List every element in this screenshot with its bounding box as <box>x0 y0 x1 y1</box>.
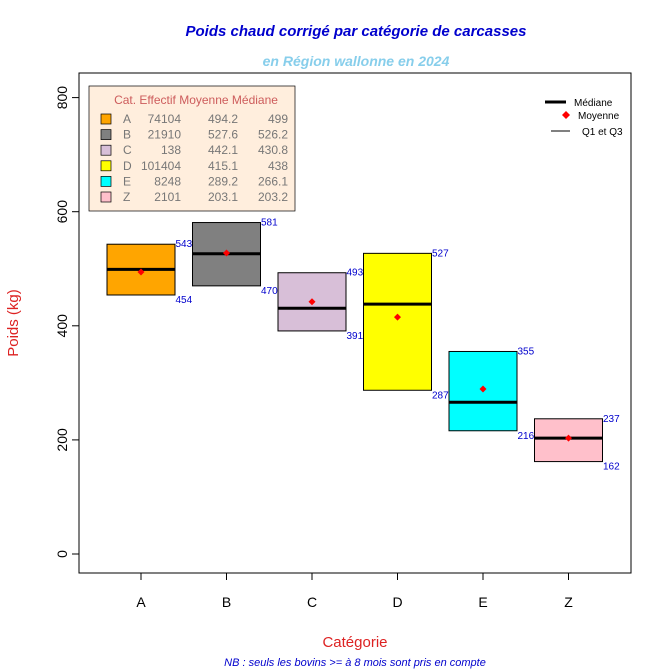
y-axis: 0 200 400 600 800 <box>54 86 80 558</box>
chart-title: Poids chaud corrigé par catégorie de car… <box>186 23 527 40</box>
legend-quartile-label: Q1 et Q3 <box>582 127 623 138</box>
y-tick-label: 400 <box>54 314 70 338</box>
mean-marker <box>308 298 316 306</box>
y-tick-label: 600 <box>54 200 70 224</box>
mean-marker <box>223 249 230 257</box>
stats-table-row: C 138 442.1 430.8 <box>100 143 288 157</box>
y-axis-label: Poids (kg) <box>5 289 22 357</box>
row-moyenne: 527.6 <box>208 128 238 142</box>
mean-marker <box>394 313 401 321</box>
row-cat: D <box>123 159 132 173</box>
row-effectif: 101404 <box>141 159 181 173</box>
q1-label: 454 <box>176 295 193 306</box>
q3-label: 527 <box>432 248 449 259</box>
row-color-swatch <box>100 191 112 203</box>
chart-subtitle: en Région wallonne en 2024 <box>263 53 450 69</box>
stats-table: Cat. Effectif Moyenne Médiane A 74104 494.… <box>88 85 296 212</box>
row-cat: E <box>123 174 131 188</box>
row-mediane: 499 <box>268 112 288 126</box>
q3-label: 355 <box>518 346 535 357</box>
row-cat: A <box>123 112 131 126</box>
stats-table-row: E 8248 289.2 266.1 <box>100 174 288 188</box>
y-tick-label: 0 <box>54 550 70 558</box>
row-effectif: 8248 <box>154 174 181 188</box>
legend-mean-label: Moyenne <box>578 111 620 122</box>
y-tick-label: 200 <box>54 428 70 452</box>
q1-label: 470 <box>261 286 278 297</box>
stats-table-row: B 21910 527.6 526.2 <box>100 128 288 142</box>
row-mediane: 266.1 <box>258 174 288 188</box>
x-tick-label: E <box>478 594 487 610</box>
legend: Médiane Moyenne Q1 et Q3 <box>545 98 623 138</box>
stats-table-row: Z 2101 203.1 203.2 <box>100 190 288 204</box>
row-mediane: 438 <box>268 159 288 173</box>
q3-label: 493 <box>347 268 364 279</box>
row-color-swatch <box>100 176 112 187</box>
q1-label: 391 <box>347 331 364 342</box>
row-color-swatch <box>100 160 112 172</box>
row-cat: B <box>123 128 131 142</box>
row-cat: Z <box>123 190 130 204</box>
footnote: NB : seuls les bovins >= à 8 mois sont p… <box>224 657 486 669</box>
q1-label: 287 <box>432 390 449 401</box>
mean-marker <box>565 434 572 442</box>
stats-table-row: A 74104 494.2 499 <box>100 112 288 126</box>
row-effectif: 74104 <box>148 112 182 126</box>
boxes: 543 454 581 470 493 391 527 287 355 216 237 162 <box>106 218 620 473</box>
stats-table-row: D 101404 415.1 438 <box>100 159 288 173</box>
row-moyenne: 442.1 <box>208 143 238 157</box>
row-moyenne: 494.2 <box>208 112 238 126</box>
row-cat: C <box>123 143 132 157</box>
row-color-swatch <box>100 144 112 156</box>
row-mediane: 203.2 <box>258 190 288 204</box>
row-effectif: 21910 <box>148 128 182 142</box>
mean-marker <box>479 385 487 393</box>
mean-marker <box>137 268 145 276</box>
stats-table-header: Cat. Effectif Moyenne Médiane <box>114 93 278 107</box>
row-effectif: 138 <box>161 143 181 157</box>
row-moyenne: 289.2 <box>208 174 238 188</box>
q3-label: 543 <box>176 239 193 250</box>
q3-label: 581 <box>261 218 278 229</box>
row-mediane: 430.8 <box>258 143 288 157</box>
row-color-swatch <box>100 113 112 125</box>
row-mediane: 526.2 <box>258 128 288 142</box>
x-tick-label: D <box>392 594 402 610</box>
q1-label: 216 <box>518 431 535 442</box>
row-moyenne: 415.1 <box>208 159 238 173</box>
y-tick-label: 800 <box>54 86 70 110</box>
stats-table-rows: A 74104 494.2 499 B 21910 527.6 526.2 C 138 442.1 4… <box>100 112 288 204</box>
x-axis-label: Catégorie <box>322 634 387 651</box>
row-color-swatch <box>100 129 112 140</box>
legend-mean-marker <box>562 111 570 119</box>
row-moyenne: 203.1 <box>208 190 238 204</box>
box-d <box>363 252 432 391</box>
x-tick-label: Z <box>564 594 573 610</box>
legend-median-label: Médiane <box>574 98 613 109</box>
q1-label: 162 <box>603 462 620 473</box>
x-tick-label: B <box>222 594 231 610</box>
x-tick-label: A <box>136 594 146 610</box>
stats-table-background <box>88 85 296 212</box>
row-effectif: 2101 <box>154 190 181 204</box>
x-tick-label: C <box>307 594 317 610</box>
q3-label: 237 <box>603 414 620 425</box>
